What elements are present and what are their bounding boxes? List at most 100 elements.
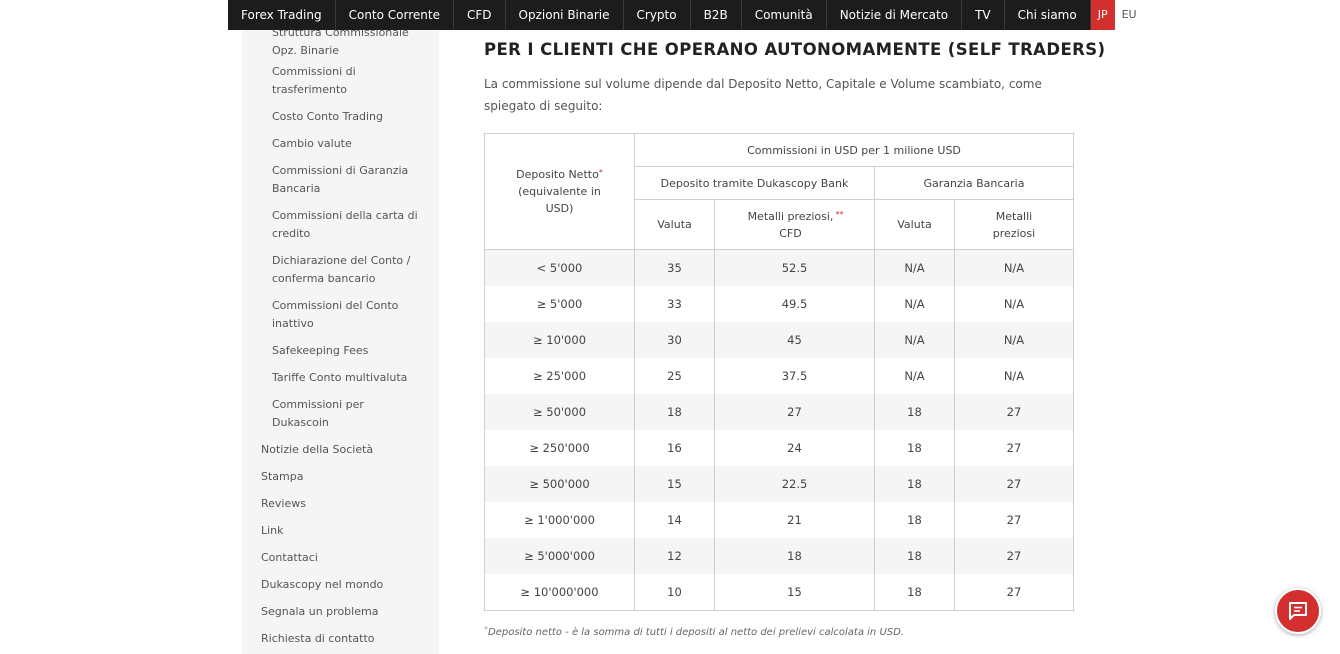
cell-valuta-dukascopy: 35 xyxy=(634,249,715,286)
cell-deposit: ≥ 250'000 xyxy=(484,430,635,466)
header-commissioni: Commissioni in USD per 1 milione USD xyxy=(634,133,1074,167)
nav-b2b[interactable]: B2B xyxy=(691,0,742,30)
cell-metalli-dukascopy: 24 xyxy=(714,430,875,466)
table-row: ≥ 10'000'000 10 15 18 27 xyxy=(484,574,1074,611)
table-row: ≥ 1'000'000 14 21 18 27 xyxy=(484,502,1074,538)
commission-table: Deposito Netto* (equivalente in USD) Com… xyxy=(484,133,1074,611)
sidebar-item-link[interactable]: Link xyxy=(261,524,284,537)
sidebar-item-conto-multivaluta[interactable]: Tariffe Conto multivaluta xyxy=(272,371,408,384)
sidebar: Struttura Commissionale Opz. Binarie Com… xyxy=(242,30,439,654)
cell-metalli-dukascopy: 37.5 xyxy=(714,358,875,394)
cell-deposit: ≥ 5'000'000 xyxy=(484,538,635,574)
cell-metalli-garanzia: N/A xyxy=(954,286,1074,322)
sidebar-item-costo-conto-trading[interactable]: Costo Conto Trading xyxy=(272,110,383,123)
cell-metalli-garanzia: N/A xyxy=(954,322,1074,358)
lang-eu-button[interactable]: EU xyxy=(1114,0,1144,30)
cell-valuta-dukascopy: 12 xyxy=(634,538,715,574)
top-navigation: Forex Trading Conto Corrente CFD Opzioni… xyxy=(228,0,1144,30)
cell-valuta-dukascopy: 30 xyxy=(634,322,715,358)
header-deposito-label: Deposito Netto xyxy=(516,168,599,181)
header-deposito-sublabel: (equivalente in USD) xyxy=(518,185,601,215)
cell-valuta-dukascopy: 16 xyxy=(634,430,715,466)
cell-valuta-dukascopy: 15 xyxy=(634,466,715,502)
cell-valuta-garanzia: 18 xyxy=(874,394,955,430)
cell-deposit: ≥ 50'000 xyxy=(484,394,635,430)
header-metalli-cfd-label: Metalli preziosi, CFD xyxy=(747,209,834,240)
cell-metalli-dukascopy: 52.5 xyxy=(714,249,875,286)
header-valuta-1: Valuta xyxy=(634,199,715,250)
footnote: *Deposito netto - è la somma di tutti i … xyxy=(484,625,904,638)
cell-metalli-garanzia: N/A xyxy=(954,358,1074,394)
sidebar-item-stampa[interactable]: Stampa xyxy=(261,470,304,483)
commission-table-body: < 5'000 35 52.5 N/A N/A ≥ 5'000 33 49.5 N/A N/A ≥ … xyxy=(484,249,1074,611)
cell-metalli-dukascopy: 22.5 xyxy=(714,466,875,502)
sidebar-item-cambio-valute[interactable]: Cambio valute xyxy=(272,137,352,150)
sidebar-item-struttura-opz-binarie[interactable]: Struttura Commissionale Opz. Binarie xyxy=(272,30,409,57)
cell-valuta-dukascopy: 14 xyxy=(634,502,715,538)
cell-metalli-dukascopy: 27 xyxy=(714,394,875,430)
chat-button[interactable] xyxy=(1275,588,1321,634)
sidebar-item-dichiarazione-conto[interactable]: Dichiarazione del Conto / conferma banca… xyxy=(272,254,411,285)
nav-conto-corrente[interactable]: Conto Corrente xyxy=(336,0,454,30)
double-asterisk-mark: ** xyxy=(835,209,844,219)
footnote-asterisk: * xyxy=(484,625,488,634)
header-metalli-cfd: Metalli preziosi, CFD** xyxy=(714,199,875,250)
sidebar-item-safekeeping-fees[interactable]: Safekeeping Fees xyxy=(272,344,369,357)
header-group-dukascopy: Deposito tramite Dukascopy Bank xyxy=(634,166,875,200)
sidebar-item-garanzia-bancaria[interactable]: Commissioni di Garanzia Bancaria xyxy=(272,164,409,195)
chat-icon xyxy=(1289,602,1307,620)
table-row: ≥ 5'000 33 49.5 N/A N/A xyxy=(484,286,1074,322)
cell-metalli-garanzia: 27 xyxy=(954,574,1074,611)
table-row: ≥ 50'000 18 27 18 27 xyxy=(484,394,1074,430)
table-row: ≥ 500'000 15 22.5 18 27 xyxy=(484,466,1074,502)
header-deposito-netto: Deposito Netto* (equivalente in USD) xyxy=(484,133,635,250)
cell-valuta-garanzia: N/A xyxy=(874,322,955,358)
sidebar-item-segnala-problema[interactable]: Segnala un problema xyxy=(261,605,379,618)
cell-valuta-dukascopy: 25 xyxy=(634,358,715,394)
cell-metalli-dukascopy: 49.5 xyxy=(714,286,875,322)
sidebar-item-richiesta-contatto[interactable]: Richiesta di contatto xyxy=(261,632,375,645)
cell-valuta-garanzia: 18 xyxy=(874,538,955,574)
header-valuta-2: Valuta xyxy=(874,199,955,250)
cell-metalli-garanzia: N/A xyxy=(954,249,1074,286)
sidebar-item-carta-di-credito[interactable]: Commissioni della carta di credito xyxy=(272,209,418,240)
cell-metalli-dukascopy: 18 xyxy=(714,538,875,574)
cell-metalli-garanzia: 27 xyxy=(954,502,1074,538)
nav-comunita[interactable]: Comunità xyxy=(742,0,827,30)
cell-valuta-garanzia: 18 xyxy=(874,466,955,502)
sidebar-item-notizie-societa[interactable]: Notizie della Società xyxy=(261,443,374,456)
nav-tv[interactable]: TV xyxy=(962,0,1005,30)
cell-valuta-garanzia: N/A xyxy=(874,358,955,394)
cell-metalli-dukascopy: 45 xyxy=(714,322,875,358)
cell-metalli-garanzia: 27 xyxy=(954,394,1074,430)
intro-text: La commissione sul volume dipende dal De… xyxy=(484,77,1042,113)
cell-deposit: ≥ 1'000'000 xyxy=(484,502,635,538)
nav-chi-siamo[interactable]: Chi siamo xyxy=(1005,0,1091,30)
cell-metalli-garanzia: 27 xyxy=(954,466,1074,502)
header-metalli-label: Metalli preziosi xyxy=(992,209,1036,240)
nav-forex-trading[interactable]: Forex Trading xyxy=(228,0,336,30)
table-row: ≥ 250'000 16 24 18 27 xyxy=(484,430,1074,466)
nav-opzioni-binarie[interactable]: Opzioni Binarie xyxy=(506,0,624,30)
cell-valuta-garanzia: 18 xyxy=(874,502,955,538)
header-metalli: Metalli preziosi xyxy=(954,199,1074,250)
cell-metalli-garanzia: 27 xyxy=(954,430,1074,466)
cell-valuta-dukascopy: 33 xyxy=(634,286,715,322)
lang-jp-button[interactable]: JP xyxy=(1090,0,1115,30)
cell-deposit: ≥ 500'000 xyxy=(484,466,635,502)
nav-notizie-di-mercato[interactable]: Notizie di Mercato xyxy=(827,0,963,30)
nav-cfd[interactable]: CFD xyxy=(454,0,506,30)
table-row: ≥ 10'000 30 45 N/A N/A xyxy=(484,322,1074,358)
table-row: ≥ 5'000'000 12 18 18 27 xyxy=(484,538,1074,574)
cell-valuta-garanzia: N/A xyxy=(874,249,955,286)
cell-metalli-garanzia: 27 xyxy=(954,538,1074,574)
nav-crypto[interactable]: Crypto xyxy=(624,0,691,30)
sidebar-item-dukascoin[interactable]: Commissioni per Dukascoin xyxy=(272,398,364,429)
cell-deposit: ≥ 10'000'000 xyxy=(484,574,635,611)
header-group-garanzia: Garanzia Bancaria xyxy=(874,166,1074,200)
sidebar-item-reviews[interactable]: Reviews xyxy=(261,497,306,510)
sidebar-item-commissioni-trasferimento[interactable]: Commissioni di trasferimento xyxy=(272,65,356,96)
sidebar-item-conto-inattivo[interactable]: Commissioni del Conto inattivo xyxy=(272,299,399,330)
sidebar-item-dukascopy-nel-mondo[interactable]: Dukascopy nel mondo xyxy=(261,578,384,591)
sidebar-item-contattaci[interactable]: Contattaci xyxy=(261,551,318,564)
